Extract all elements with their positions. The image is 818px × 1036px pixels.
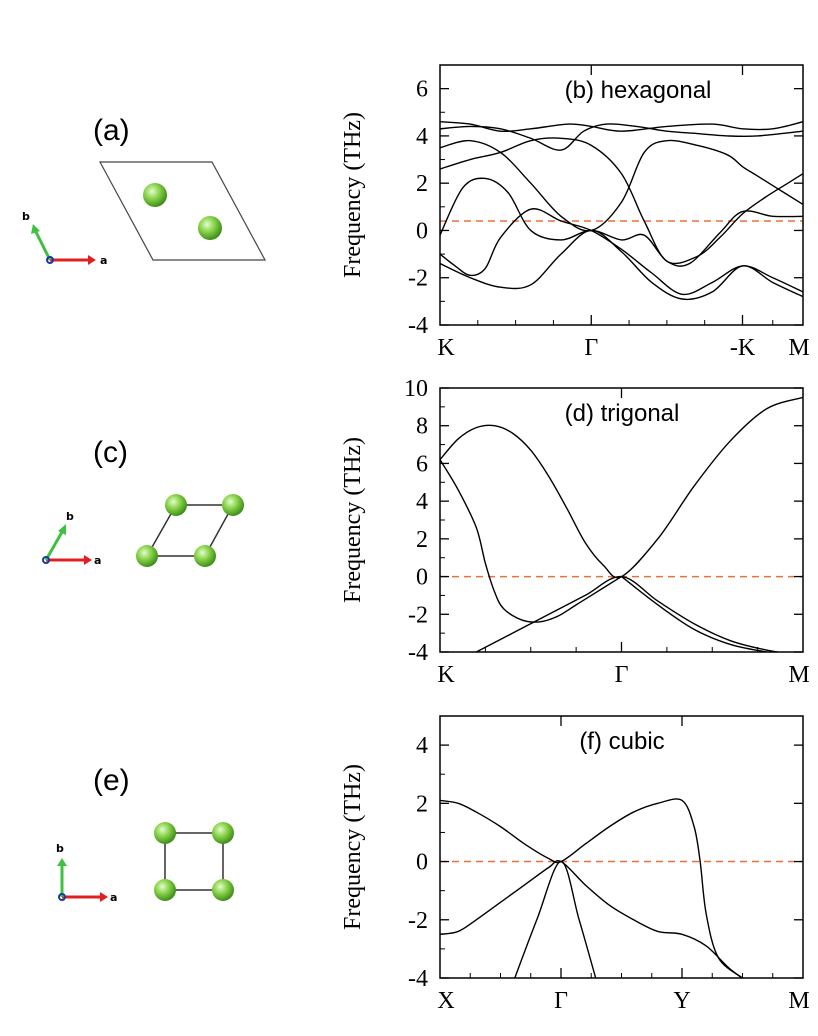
axis-origin [58, 893, 66, 901]
y-tick-label: -2 [408, 602, 428, 628]
axis-b-arrowhead [31, 224, 40, 234]
y-tick-label: -4 [408, 313, 428, 339]
series-line-3 [475, 575, 782, 652]
y-tick-label: 4 [416, 489, 428, 515]
axis-triad-e: a b [56, 842, 117, 904]
series-line-3 [440, 139, 803, 232]
panel-label-a: (a) [93, 114, 130, 147]
axis-origin [42, 556, 50, 564]
chart-title: (d) trigonal [565, 400, 680, 427]
series-line-1 [440, 798, 743, 978]
y-tick-label: 8 [416, 414, 428, 440]
series-line-2 [440, 859, 744, 978]
x-tick-label: Γ [615, 662, 629, 688]
axis-a-label: a [100, 254, 107, 267]
chart-trigonal: -4 -2 0 2 4 6 8 10 K Γ M Frequency (THz) (d) trigona… [340, 376, 810, 688]
axis-a-label: a [94, 554, 101, 567]
series-line-7 [440, 229, 803, 301]
y-tick-label: 10 [404, 376, 428, 402]
x-tick-label: K [437, 335, 455, 361]
atom-1 [154, 822, 176, 844]
y-tick-label: -2 [408, 908, 428, 934]
series-line-2 [440, 123, 803, 151]
atom-4 [194, 545, 216, 567]
axis-b-label: b [56, 842, 64, 855]
series-line-4 [440, 137, 803, 265]
axis-b-arrow [34, 231, 52, 261]
atom-1 [143, 183, 167, 207]
y-tick-label: 2 [416, 171, 428, 197]
axis-triad-c: a b [42, 510, 101, 567]
axis-a-arrowhead [84, 555, 92, 565]
axis-b-arrowhead [58, 524, 66, 535]
atom-2 [222, 494, 244, 516]
y-tick-label: -4 [408, 640, 428, 666]
x-tick-label: M [788, 335, 809, 361]
unit-cell-hexagonal [98, 161, 267, 261]
plot-frame [439, 64, 804, 326]
axis-a-label: a [110, 891, 117, 904]
y-axis-label: Frequency (THz) [340, 112, 366, 278]
y-tick-label: 6 [416, 77, 428, 103]
structure-c: (c) a b [42, 436, 244, 567]
chart-title: (b) hexagonal [565, 77, 712, 104]
series-line-1 [440, 121, 803, 133]
y-tick-label: -2 [408, 266, 428, 292]
y-axis-label: Frequency (THz) [340, 437, 366, 603]
unit-cell-cubic [164, 832, 224, 891]
x-tick-label: -K [730, 335, 756, 361]
x-tick-label: Γ [584, 335, 598, 361]
x-tick-label: Y [673, 988, 690, 1014]
x-tick-label: X [437, 988, 454, 1014]
panel-label-c: (c) [93, 436, 128, 469]
y-tick-label: 6 [416, 451, 428, 477]
y-tick-label: 4 [416, 733, 428, 759]
structure-a: (a) a b [22, 114, 267, 267]
y-tick-label: 0 [416, 218, 428, 244]
atom-1 [165, 494, 187, 516]
series-line-1 [440, 396, 803, 579]
atom-2 [198, 216, 222, 240]
y-tick-label: 0 [416, 565, 428, 591]
axis-b-label: b [66, 510, 74, 523]
axis-a-arrowhead [88, 255, 96, 265]
chart-hexagonal: -4 -2 0 2 4 6 K Γ -K M Frequency (THz) (b) hexagona… [340, 64, 810, 361]
axis-b-label: b [22, 210, 30, 223]
plot-frame [439, 715, 804, 979]
panel-label-e: (e) [93, 764, 130, 797]
unit-cell-trigonal [145, 504, 235, 557]
series-line-4 [621, 576, 771, 652]
structure-e: (e) a b [56, 764, 234, 904]
axis-b-arrowhead [57, 858, 67, 866]
atom-3 [154, 879, 176, 901]
x-tick-label: K [437, 662, 455, 688]
y-tick-label: 0 [416, 850, 428, 876]
x-tick-label: M [788, 988, 809, 1014]
y-axis-label: Frequency (THz) [340, 764, 366, 930]
series-line-3 [514, 860, 597, 978]
y-tick-label: 4 [416, 124, 428, 150]
plot-frame [439, 387, 804, 653]
x-tick-label: Γ [554, 988, 568, 1014]
y-tick-label: -4 [408, 966, 428, 992]
y-tick-label: 2 [416, 791, 428, 817]
chart-cubic: -4 -2 0 2 4 X Γ Y M Frequency (THz) (f) cubic [340, 715, 810, 1014]
axis-a-arrowhead [100, 892, 108, 902]
axis-b-arrow [44, 531, 64, 561]
series-line-5 [440, 177, 803, 267]
series-line-2 [440, 459, 622, 623]
axis-origin [46, 256, 54, 264]
x-tick-label: M [788, 662, 809, 688]
atom-4 [212, 879, 234, 901]
atom-2 [212, 822, 234, 844]
y-tick-label: 2 [416, 527, 428, 553]
atom-3 [136, 545, 158, 567]
chart-title: (f) cubic [579, 728, 664, 755]
axis-triad-a: a b [22, 210, 107, 267]
